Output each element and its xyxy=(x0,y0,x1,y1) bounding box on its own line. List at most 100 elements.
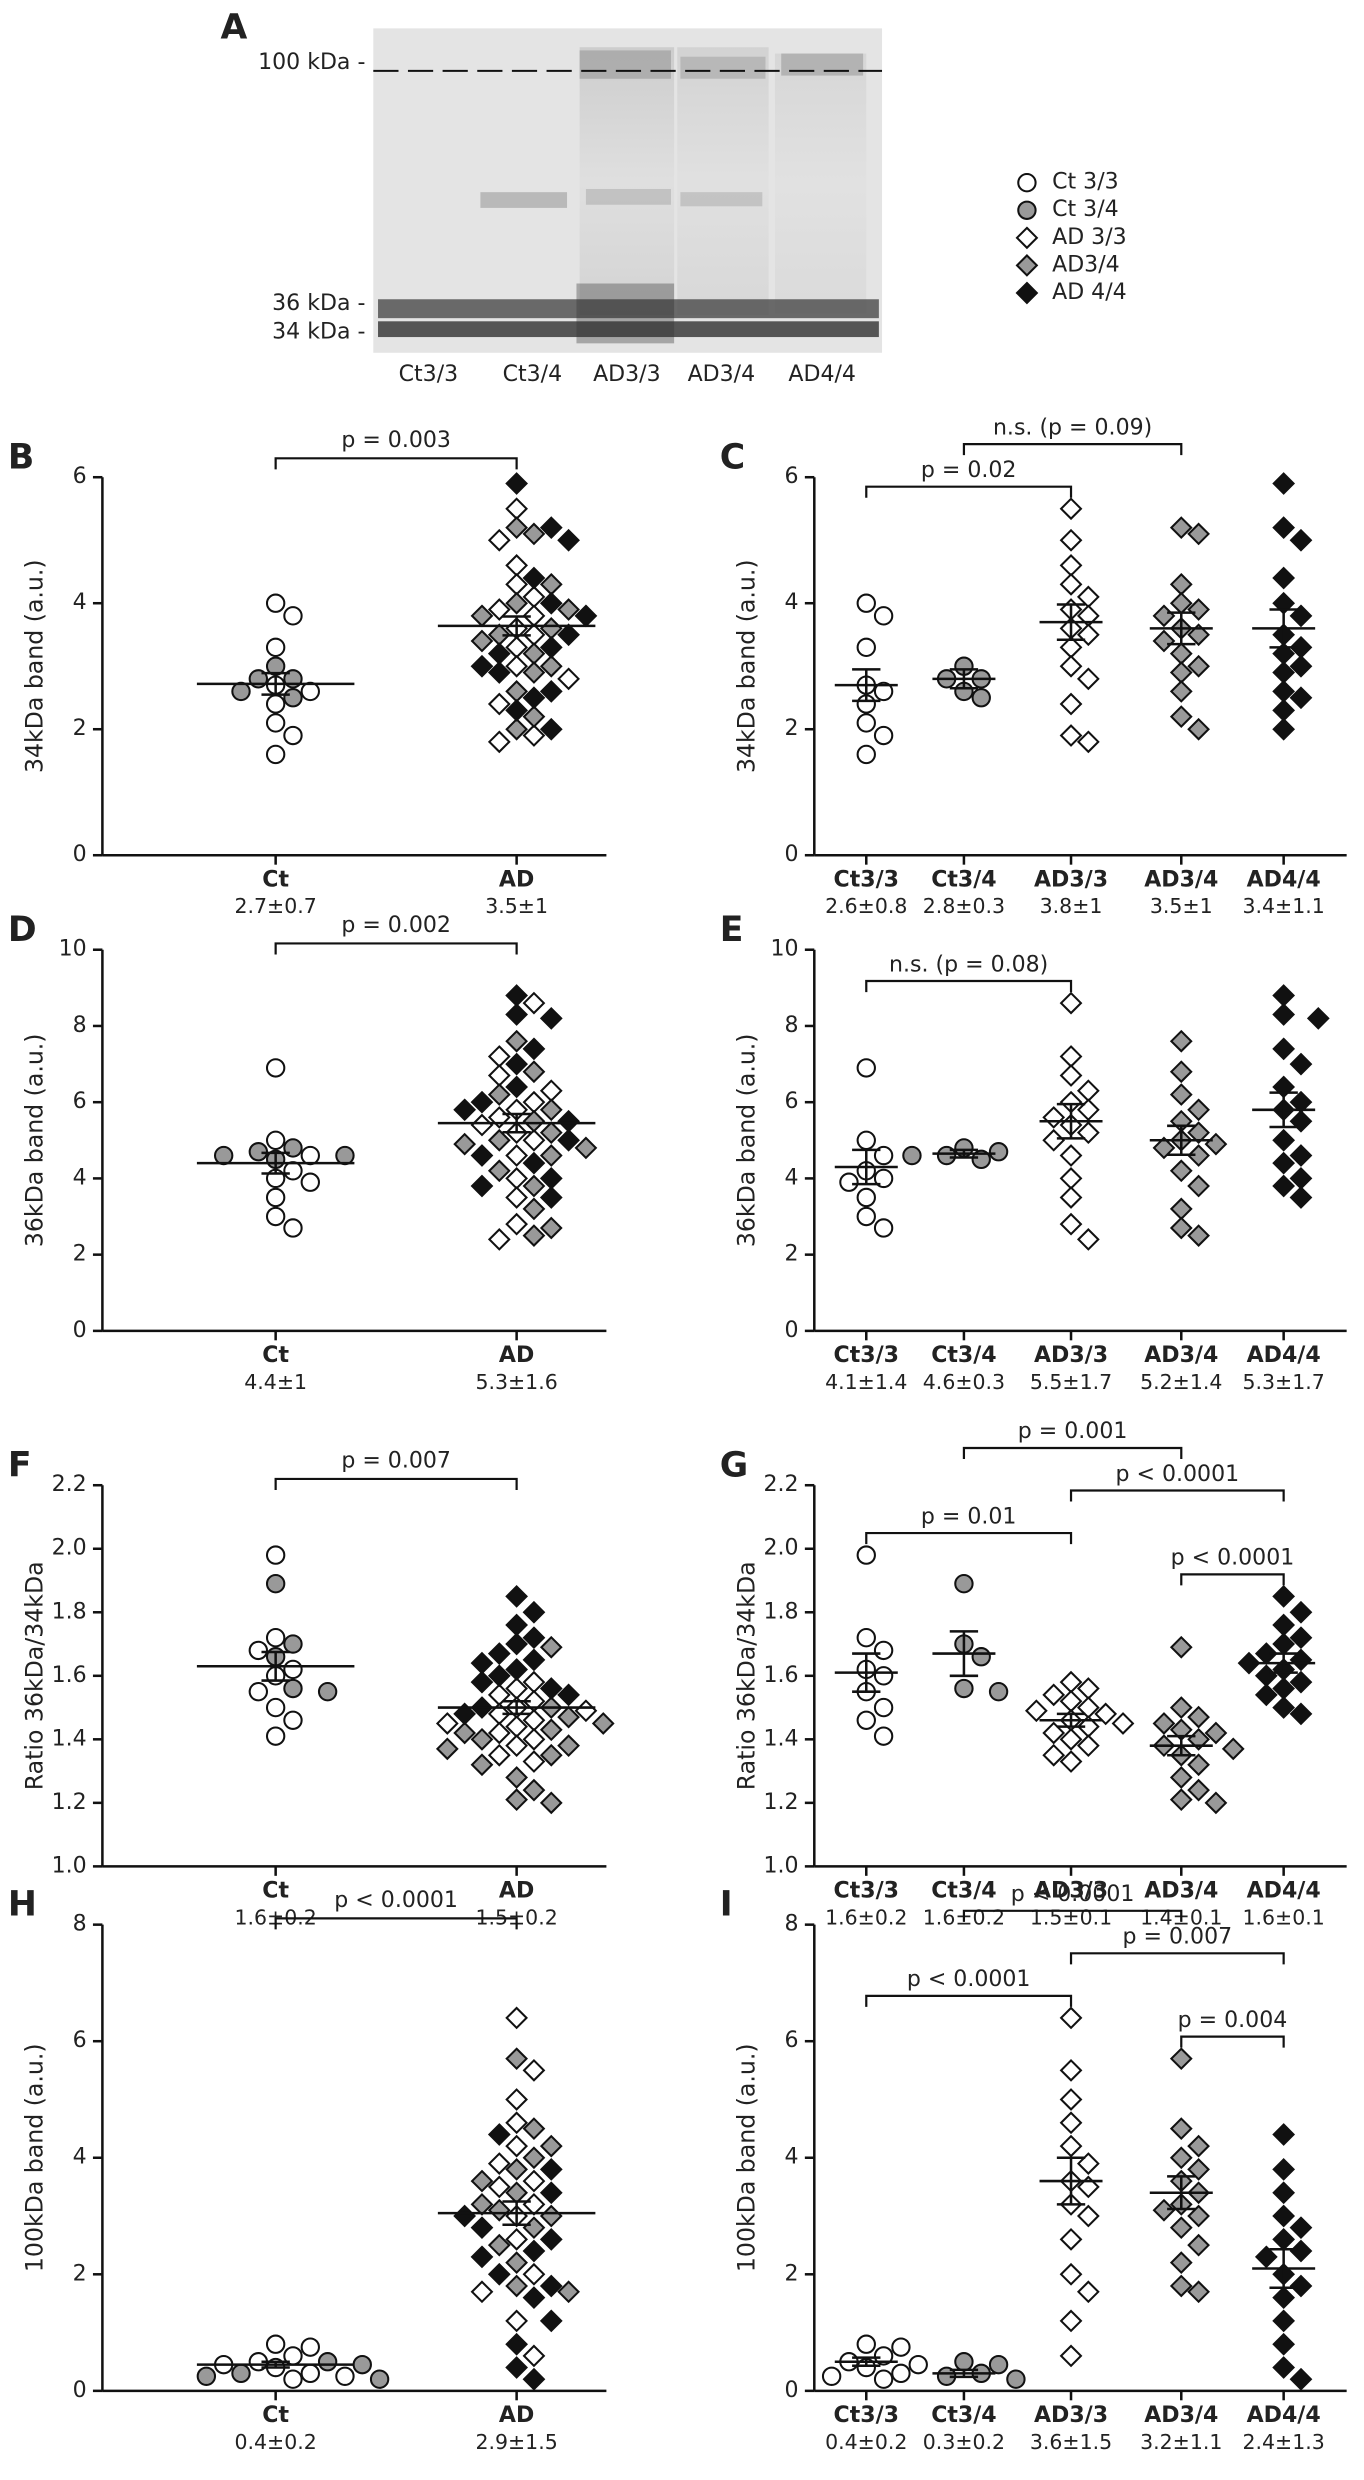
p-value-label: p = 0.01 xyxy=(921,1504,1017,1529)
dot xyxy=(487,692,511,716)
x-tick-label: AD xyxy=(499,867,534,892)
dot xyxy=(1289,1144,1313,1167)
x-tick-label: AD3/3 xyxy=(1034,1343,1108,1368)
summary-label: 3.6±1.5 xyxy=(1030,2430,1112,2454)
dot xyxy=(1237,1651,1261,1675)
dot xyxy=(369,2369,390,2389)
p-value-label: p = 0.004 xyxy=(1178,2008,1288,2033)
dot xyxy=(470,654,494,678)
dot xyxy=(1187,2134,1210,2158)
dot xyxy=(1272,2123,1296,2146)
dot xyxy=(265,1726,286,1746)
x-tick-label: AD3/3 xyxy=(1034,867,1108,892)
sem-bar xyxy=(949,668,979,690)
dot xyxy=(539,1079,563,1103)
significance-bracket xyxy=(1180,2035,1285,2048)
y-tick-label: 10 xyxy=(770,937,798,962)
dot xyxy=(1272,2204,1296,2228)
dot xyxy=(505,717,528,741)
dot xyxy=(1272,1174,1296,1198)
y-tick-label: 4 xyxy=(785,1165,799,1190)
dot xyxy=(1076,623,1100,647)
y-tick-label: 6 xyxy=(785,464,799,489)
dot xyxy=(522,1151,546,1175)
blot-band xyxy=(585,189,671,205)
y-axis-title: 34kDa band (a.u.) xyxy=(733,559,761,773)
dot xyxy=(248,1640,269,1661)
dot xyxy=(522,1197,546,1221)
p-value-label: p = 0.001 xyxy=(1018,1419,1128,1444)
dot xyxy=(522,1727,546,1751)
dot xyxy=(1289,2216,1313,2240)
panel-letter: G xyxy=(720,1445,748,1485)
sem-bar xyxy=(1056,603,1086,642)
dot xyxy=(265,1545,286,1565)
y-tick-label: 6 xyxy=(73,2028,87,2053)
dot xyxy=(522,724,546,747)
dot xyxy=(505,2274,528,2298)
blot-band xyxy=(576,283,675,344)
dot xyxy=(1289,1052,1313,1076)
dot xyxy=(1289,2274,1313,2298)
y-tick-label: 2 xyxy=(73,1242,87,1267)
dot xyxy=(1272,1128,1296,1152)
dot xyxy=(300,1145,320,1166)
dot xyxy=(1254,2245,1278,2269)
p-value-label: p < 0.0001 xyxy=(334,1888,458,1913)
dot xyxy=(856,1628,876,1648)
dot xyxy=(1272,1696,1296,1719)
y-tick-label: 1.6 xyxy=(52,1663,87,1688)
y-tick-label: 4 xyxy=(73,1165,87,1190)
dot xyxy=(1169,2047,1193,2071)
dot xyxy=(1187,522,1210,546)
dot xyxy=(487,1743,511,1767)
dot xyxy=(539,654,563,678)
dot xyxy=(487,1159,511,1183)
sem-bar xyxy=(949,1148,979,1159)
y-tick-label: 2.0 xyxy=(52,1536,87,1561)
dot xyxy=(487,661,511,684)
summary-label: 5.2±1.4 xyxy=(1140,1370,1222,1394)
y-tick-label: 0 xyxy=(73,1318,87,1343)
dot xyxy=(470,1651,494,1675)
dot xyxy=(522,2169,546,2193)
dot xyxy=(873,1145,894,1166)
dot xyxy=(856,637,876,658)
dot xyxy=(1272,717,1296,741)
dot xyxy=(539,516,563,539)
x-tick-label: AD3/4 xyxy=(1144,867,1218,892)
y-tick-label: 2 xyxy=(73,2261,87,2286)
dot xyxy=(505,1788,528,1812)
p-value-label: p = 0.02 xyxy=(921,458,1017,483)
dot xyxy=(1272,2332,1296,2356)
dot xyxy=(470,2169,494,2193)
dot xyxy=(539,1121,563,1145)
dot xyxy=(505,591,528,615)
summary-label: 1.5±0.1 xyxy=(1030,1905,1112,1929)
y-tick-label: 6 xyxy=(785,2028,799,2053)
dot xyxy=(1289,2367,1313,2391)
dot xyxy=(1187,717,1210,741)
y-tick-label: 6 xyxy=(73,464,87,489)
dot xyxy=(873,1726,894,1746)
y-tick-label: 2 xyxy=(785,2261,799,2286)
significance-bracket xyxy=(865,979,1073,993)
y-tick-label: 8 xyxy=(785,1912,799,1937)
dot xyxy=(1272,2286,1296,2309)
dot xyxy=(873,2346,894,2366)
dot xyxy=(1254,1683,1278,1707)
y-axis-title: 36kDa band (a.u.) xyxy=(733,1033,761,1247)
dot xyxy=(453,1098,477,1122)
summary-label: 3.4±1.1 xyxy=(1243,894,1325,918)
y-tick-label: 2.2 xyxy=(763,1472,798,1497)
dot xyxy=(283,1659,303,1680)
dot xyxy=(505,1613,528,1637)
y-axis-title: 100kDa band (a.u.) xyxy=(21,2043,49,2272)
y-tick-label: 0 xyxy=(73,842,87,867)
dot xyxy=(505,2332,528,2356)
dot xyxy=(539,591,563,615)
dot xyxy=(1169,1060,1193,1084)
p-value-label: p < 0.0001 xyxy=(907,1967,1031,1992)
dot xyxy=(265,694,286,714)
